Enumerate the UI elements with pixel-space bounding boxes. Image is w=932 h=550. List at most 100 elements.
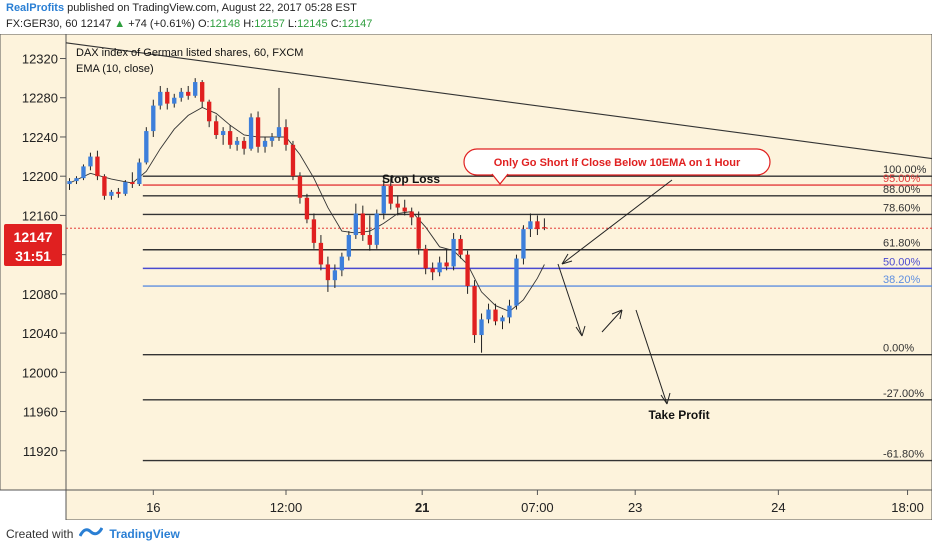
x-tick-label: 24 <box>771 500 785 515</box>
candle-body <box>193 82 198 96</box>
candle-body <box>444 262 449 267</box>
badge-countdown: 31:51 <box>15 248 51 264</box>
price-chart[interactable]: 100.00%95.00%88.00% 78.60% 61.80% 50.00% 38.… <box>0 34 932 520</box>
candle-body <box>109 191 114 196</box>
arrowhead-up-pullback <box>611 309 623 320</box>
tradingview-link[interactable]: TradingView <box>109 526 180 541</box>
candle-body <box>479 319 484 336</box>
trendline <box>65 42 932 160</box>
stop-loss-label: Stop Loss <box>382 172 440 186</box>
candle-body <box>262 140 268 147</box>
author-link[interactable]: RealProfits <box>6 2 65 14</box>
candle-body <box>507 305 512 318</box>
annotations[interactable]: Only Go Short If Close Below 10EMA on 1 … <box>382 148 771 422</box>
price-badge: 12147 31:51 <box>4 224 62 266</box>
candle-body <box>74 178 79 182</box>
ema-group <box>69 106 545 313</box>
candle-body <box>165 91 170 104</box>
fib-level-label: -61.80% <box>883 449 924 461</box>
candle-body <box>95 156 100 177</box>
candle-body <box>144 131 149 163</box>
candle-body <box>346 235 352 257</box>
fib-level-label: 38.20% <box>883 274 921 286</box>
candle-body <box>472 286 477 336</box>
high-label: H: <box>243 18 255 30</box>
candle-body <box>318 242 324 265</box>
candle-body <box>241 140 247 149</box>
candle-body <box>234 140 240 145</box>
publish-line: RealProfits published on TradingView.com… <box>6 2 357 14</box>
close-value: 12147 <box>341 18 373 30</box>
low-label: L: <box>287 18 298 30</box>
legend-title: DAX index of German listed shares, 60, F… <box>76 47 303 59</box>
fib-level-label: -27.00% <box>883 388 924 400</box>
published-text: published on TradingView.com, August 22,… <box>67 2 357 14</box>
fib-level-label: 0.00% <box>883 343 914 355</box>
fib-level-label: 78.60% <box>883 202 921 214</box>
y-tick-label: 12000 <box>22 365 58 380</box>
y-tick-label: 12240 <box>22 130 58 145</box>
x-tick-label: 07:00 <box>521 500 554 515</box>
y-tick-label: 12320 <box>22 52 58 67</box>
candle-body <box>437 262 442 273</box>
candle-body <box>514 258 519 306</box>
fib-retracement[interactable]: 100.00%95.00%88.00% 78.60% 61.80% 50.00% 38.… <box>66 164 932 462</box>
legend-ema: EMA (10, close) <box>76 63 154 75</box>
candle-body <box>388 186 393 204</box>
close-label: C: <box>330 18 342 30</box>
candle-body <box>430 268 435 273</box>
x-axis-panel[interactable] <box>65 489 932 520</box>
candle-body <box>179 91 184 98</box>
candle-body <box>151 105 156 132</box>
candle-body <box>367 235 372 245</box>
footer: Created with TradingView <box>6 526 180 541</box>
candle-body <box>255 117 261 147</box>
candle-body <box>458 238 463 255</box>
candle-body <box>213 121 219 136</box>
candle-body <box>200 82 205 102</box>
candle-body <box>123 182 128 194</box>
candle-body <box>67 181 72 185</box>
fib-level-label: 50.00% <box>883 256 921 268</box>
x-tick-label: 16 <box>146 500 160 515</box>
candle-body <box>172 97 177 104</box>
y-tick-label: 12200 <box>22 169 58 184</box>
symbol-label: FX:GER30, 60 <box>6 18 78 30</box>
low-value: 12145 <box>297 18 328 30</box>
candle-body <box>409 211 414 218</box>
candle-body <box>88 156 93 167</box>
candle-body <box>402 207 407 212</box>
candle-body <box>528 221 533 230</box>
candle-body <box>395 203 400 208</box>
candle-body <box>269 136 275 141</box>
candle-body <box>360 213 365 236</box>
x-tick-label: 23 <box>628 500 642 515</box>
candle-body <box>311 219 317 243</box>
candle-body <box>81 166 86 179</box>
candle-body <box>535 221 540 230</box>
candle-body <box>521 229 526 259</box>
candle-body <box>423 248 428 269</box>
candle-body <box>186 91 191 96</box>
candles <box>67 78 547 353</box>
candle-body <box>304 197 310 220</box>
y-tick-label: 12280 <box>22 91 58 106</box>
trendline-group[interactable] <box>65 42 932 160</box>
arrow-callout-to-price <box>561 179 673 265</box>
y-tick-label: 12080 <box>22 287 58 302</box>
fib-level-label: 95.00% <box>883 173 921 185</box>
candle-body <box>374 213 379 245</box>
candle-body <box>339 256 345 271</box>
candle-body <box>137 162 142 185</box>
ohlc-line: FX:GER30, 60 12147 ▲ +74 (+0.61%) O:1214… <box>6 18 372 30</box>
take-profit-label: Take Profit <box>648 408 709 422</box>
x-tick-label: 12:00 <box>270 500 303 515</box>
created-with-text: Created with <box>6 526 74 541</box>
fib-level-label: 61.80% <box>883 238 921 250</box>
candle-body <box>325 264 331 281</box>
arrow-down-target <box>635 309 668 405</box>
y-tick-label: 11960 <box>23 405 58 420</box>
y-tick-label: 12160 <box>22 208 58 223</box>
arrowhead-callout <box>561 253 573 265</box>
x-tick-label: 21 <box>415 500 429 515</box>
